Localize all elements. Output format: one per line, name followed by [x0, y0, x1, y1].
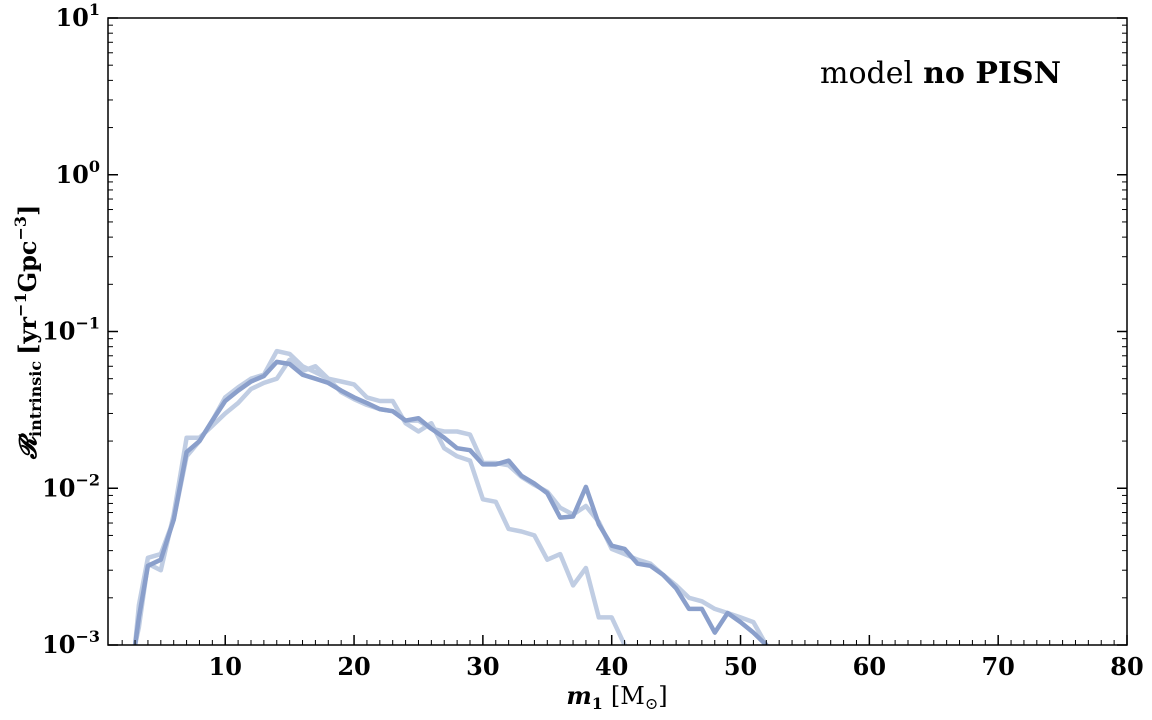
x-tick-label: 50	[724, 652, 757, 681]
x-tick-label: 10	[209, 652, 242, 681]
x-tick-label: 40	[595, 652, 628, 681]
x-axis-sub: 1	[592, 694, 603, 713]
y-tick-label: 10−3	[42, 627, 100, 659]
x-axis-unit-open: [M	[611, 682, 645, 710]
x-axis-unit-sub: ⊙	[645, 694, 658, 713]
x-tick-label: 60	[853, 652, 886, 681]
annotation: model no PISN	[820, 56, 1061, 91]
x-axis-unit-close: ]	[658, 682, 667, 710]
y-axis-var: 𝓡	[13, 432, 42, 460]
y-tick-label: 101	[55, 0, 100, 32]
x-axis-label: m1 [M⊙]	[566, 681, 667, 713]
y-axis-unit-a-exp: −1	[11, 292, 30, 317]
y-tick-label: 10−2	[42, 470, 100, 502]
x-tick-label: 20	[337, 652, 370, 681]
annotation-prefix: model	[820, 56, 913, 91]
y-axis-unit-close: ]	[13, 205, 42, 216]
annotation-bold: no PISN	[923, 56, 1061, 91]
y-tick-label: 10−1	[42, 314, 100, 346]
x-tick-label: 70	[981, 652, 1014, 681]
series-line-3	[132, 359, 769, 645]
y-axis-unit-b-exp: −3	[11, 216, 30, 241]
y-axis-unit-b: Gpc	[13, 241, 42, 293]
y-tick-label: 100	[55, 157, 100, 189]
x-axis-var: m	[566, 681, 591, 710]
y-axis-unit-a: [yr	[13, 317, 42, 355]
series-layer	[132, 348, 769, 645]
x-tick-label: 30	[466, 652, 499, 681]
y-axis-label: 𝓡intrinsic [yr−1Gpc−3]	[11, 205, 45, 461]
x-tick-label: 80	[1110, 652, 1143, 681]
y-axis-sub: intrinsic	[26, 361, 45, 437]
ticks-layer: 10 20 30 40 50 60 70 80 10−3 10−2 10−1 100 101	[42, 0, 1144, 681]
